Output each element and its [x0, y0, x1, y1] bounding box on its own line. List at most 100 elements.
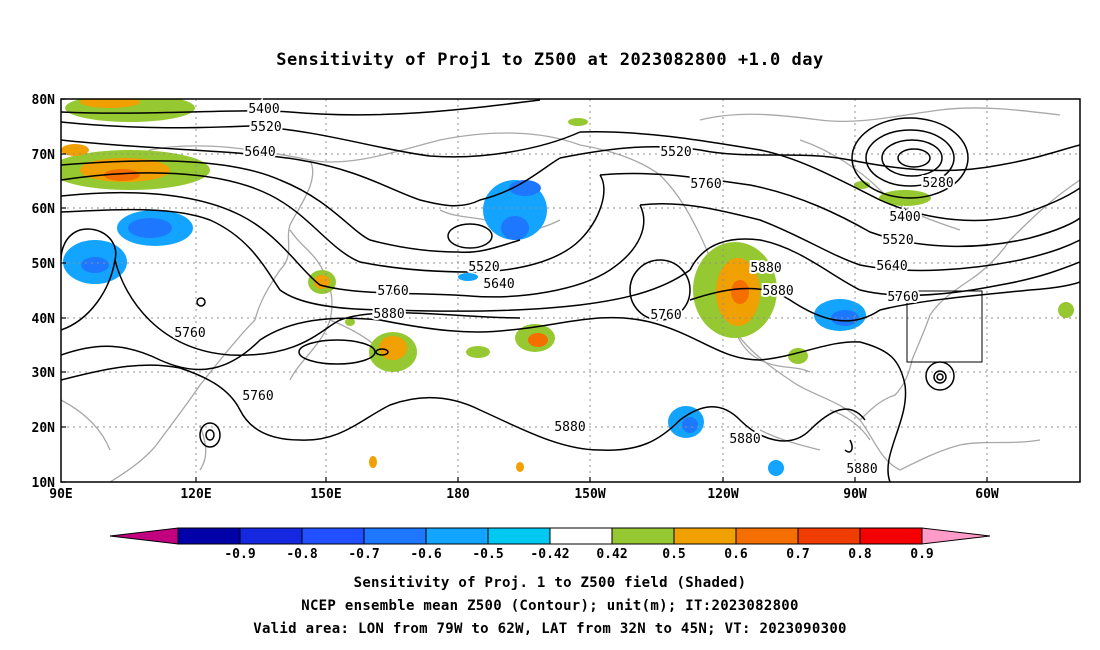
shade-blob [516, 462, 524, 472]
lat-lon-grid [61, 99, 1080, 482]
colorbar-label: 0.42 [596, 547, 627, 562]
colorbar-label: 0.8 [848, 547, 872, 562]
lon-label: 90E [49, 487, 72, 502]
shade-blob [61, 144, 89, 156]
lat-label: 60N [32, 202, 56, 217]
lon-label: 150E [310, 487, 341, 502]
colorbar-swatch [301, 527, 365, 545]
colorbar-swatch [611, 527, 675, 545]
colorbar-label: -0.7 [348, 547, 379, 562]
colorbar-swatch [363, 527, 427, 545]
contour-label: 5520 [250, 120, 281, 135]
shade-blob [768, 460, 784, 476]
lon-label: 60W [975, 487, 999, 502]
colorbar-label: 0.7 [786, 547, 809, 562]
lat-label: 10N [32, 476, 56, 491]
colorbar-swatch [859, 527, 923, 545]
contour-label: 5640 [483, 277, 514, 292]
shade-blob [345, 318, 355, 326]
shade-blob [854, 181, 870, 189]
colorbar-low-triangle [109, 527, 179, 545]
contour-label: 5880 [729, 432, 760, 447]
contour-label: 5760 [690, 177, 721, 192]
lat-label: 20N [32, 421, 56, 436]
shade-blob [731, 280, 749, 304]
shade-blob [458, 273, 478, 281]
colorbar-swatch [673, 527, 737, 545]
contour-label: 5760 [174, 326, 205, 341]
shade-blob [682, 417, 698, 433]
contour-label: 5520 [468, 260, 499, 275]
colorbar-label: -0.6 [410, 547, 441, 562]
colorbar-high-triangle [921, 527, 991, 545]
colorbar-swatch [425, 527, 489, 545]
shade-blob [104, 169, 140, 181]
contour-label: 5400 [889, 210, 920, 225]
caption-line-3: Valid area: LON from 79W to 62W, LAT fro… [253, 621, 847, 637]
shade-blob [80, 99, 140, 108]
colorbar-label: -0.9 [224, 547, 255, 562]
lon-label: 120E [180, 487, 211, 502]
shade-blob [81, 257, 109, 273]
contour-label: 5880 [762, 284, 793, 299]
contour-label: 5760 [377, 284, 408, 299]
colorbar: -0.9 -0.8 -0.7 -0.6 -0.5 -0.42 0.42 0.5 0.6 0.7 0.… [109, 527, 991, 562]
shade-blob [65, 99, 195, 122]
lon-label: 120W [707, 487, 738, 502]
lon-label: 150W [574, 487, 605, 502]
lon-label: 180 [446, 487, 470, 502]
valid-area-box [906, 290, 983, 363]
lat-label: 80N [32, 93, 56, 108]
shade-blob [831, 310, 859, 326]
colorbar-label: -0.8 [286, 547, 317, 562]
lat-label: 50N [32, 257, 56, 272]
lon-label: 90W [843, 487, 867, 502]
shade-blob [568, 118, 588, 126]
lat-label: 30N [32, 366, 56, 381]
colorbar-swatch [487, 527, 551, 545]
shade-blob [128, 218, 172, 238]
shade-blob [379, 336, 407, 360]
contour-label: 5400 [248, 102, 279, 117]
contour-label: 5760 [242, 389, 273, 404]
shade-blob [466, 346, 490, 358]
colorbar-label: 0.6 [724, 547, 748, 562]
map-frame [60, 98, 1081, 483]
colorbar-swatch [239, 527, 303, 545]
colorbar-swatch [177, 527, 241, 545]
colorbar-swatch [797, 527, 861, 545]
longitude-labels: 90E 120E 150E 180 150W 120W 90W 60W [49, 487, 999, 502]
contour-label: 5880 [373, 307, 404, 322]
shade-blob [369, 456, 377, 468]
map-title: Sensitivity of Proj1 to Z500 at 20230828… [276, 50, 824, 70]
contour-label: 5760 [887, 290, 918, 305]
colorbar-label: -0.5 [472, 547, 503, 562]
colorbar-label: -0.42 [530, 547, 569, 562]
contour-label: 5520 [660, 145, 691, 160]
axis-ticks [61, 98, 988, 483]
z500-contours [61, 99, 1080, 482]
caption-line-1: Sensitivity of Proj. 1 to Z500 field (Sh… [353, 575, 747, 591]
contour-label: 5640 [876, 259, 907, 274]
lat-label: 40N [32, 312, 56, 327]
contour-label: 5880 [554, 420, 585, 435]
colorbar-label: 0.5 [662, 547, 685, 562]
colorbar-label: 0.9 [910, 547, 933, 562]
sensitivity-shading [61, 99, 1074, 476]
contour-label: 5880 [846, 462, 877, 477]
contour-labels: 5400 5520 5640 5520 5760 5280 5400 5520 … [172, 100, 955, 479]
contour-label: 5760 [650, 308, 681, 323]
contour-label: 5880 [750, 261, 781, 276]
caption-line-2: NCEP ensemble mean Z500 (Contour); unit(… [301, 598, 799, 614]
contour-label: 5280 [922, 176, 953, 191]
colorbar-swatch [549, 527, 613, 545]
latitude-labels: 80N 70N 60N 50N 40N 30N 20N 10N [32, 93, 56, 491]
lat-label: 70N [32, 148, 56, 163]
contour-label: 5640 [244, 145, 275, 160]
shade-blob [509, 180, 541, 196]
contour-label: 5520 [882, 233, 913, 248]
shade-blob [501, 216, 529, 240]
colorbar-swatch [735, 527, 799, 545]
shade-blob [1058, 302, 1074, 318]
